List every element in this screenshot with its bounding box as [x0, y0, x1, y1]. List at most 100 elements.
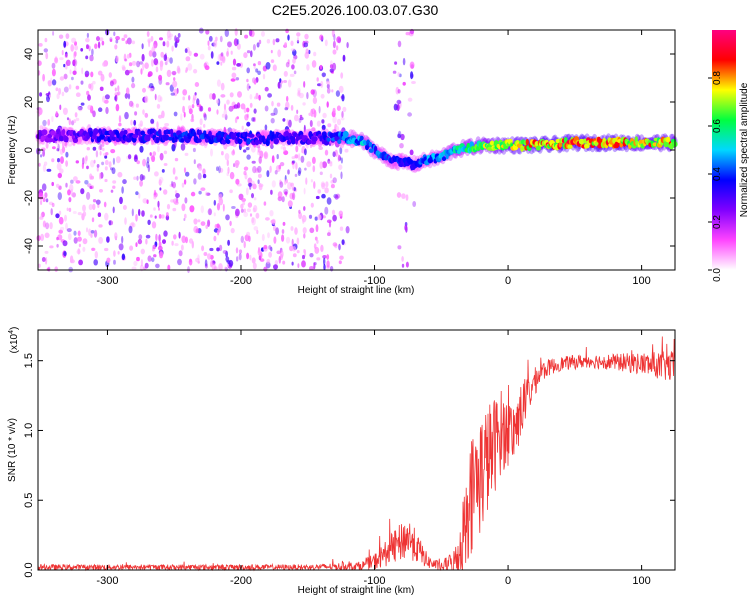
spectrogram-noise-cell	[39, 125, 44, 130]
spectrogram-noise-cell	[72, 211, 77, 214]
spectrogram-noise-cell	[162, 41, 166, 47]
spectrogram-noise-cell	[133, 155, 138, 162]
spectrogram-noise-cell	[341, 239, 345, 246]
spectrogram-noise-cell	[207, 45, 211, 51]
spectrogram-noise-cell	[213, 128, 218, 134]
spectrogram-noise-cell	[181, 182, 185, 188]
spectrogram-noise-cell	[321, 72, 326, 78]
spectrogram-noise-cell	[275, 227, 279, 235]
spectrogram-noise-cell	[42, 220, 47, 228]
spectrogram-noise-cell	[102, 95, 106, 103]
spectrogram-noise-cell	[326, 80, 331, 85]
spectrogram-noise-cell	[274, 170, 278, 175]
spectrogram-noise-cell	[199, 118, 203, 126]
spectrogram-noise-cell	[171, 70, 177, 76]
snr-x-tick-label: 0	[505, 575, 511, 587]
spectrogram-ridge-cell	[89, 130, 94, 138]
spectrogram-noise-cell	[45, 52, 49, 60]
spectrogram-noise-cell	[405, 31, 411, 36]
spectrogram-noise-cell	[193, 68, 198, 74]
spectrogram-noise-cell	[131, 40, 136, 45]
spectrogram-noise-cell	[97, 41, 101, 49]
spectrogram-noise-cell	[304, 167, 307, 171]
spectrogram-noise-cell	[283, 188, 289, 195]
spectrogram-noise-cell	[58, 229, 63, 234]
spectrogram-noise-cell	[194, 82, 200, 87]
spectrogram-noise-cell	[112, 157, 115, 165]
spectrogram-noise-cell	[318, 105, 321, 114]
spectrogram-noise-cell	[329, 64, 334, 69]
spectrogram-noise-cell	[110, 149, 116, 154]
spectrogram-noise-cell	[175, 37, 180, 43]
spectrogram-noise-cell	[80, 80, 84, 85]
colorbar-label: Normalized spectral amplitude	[739, 82, 750, 217]
spectrogram-noise-cell	[157, 200, 160, 208]
spectrogram-noise-cell	[90, 230, 95, 234]
spectrogram-noise-cell	[256, 229, 259, 235]
spectrogram-noise-cell	[276, 102, 281, 107]
spectrogram-noise-cell	[401, 263, 405, 268]
spectrogram-noise-cell	[226, 260, 231, 264]
spectrogram-noise-cell	[279, 78, 282, 83]
spectrogram-noise-cell	[126, 37, 132, 45]
snr-frame	[37, 329, 676, 571]
spectrogram-noise-cell	[72, 70, 77, 76]
spectrogram-noise-cell	[297, 170, 301, 177]
spectrogram-ridge-cell	[273, 138, 280, 145]
spectrogram-noise-cell	[204, 259, 208, 267]
spectrogram-noise-cell	[69, 69, 72, 75]
spectrogram-noise-cell	[313, 51, 317, 57]
spectrogram-noise-cell	[118, 243, 124, 251]
spectrogram-noise-cell	[101, 161, 105, 166]
spectrogram-noise-cell	[397, 245, 402, 250]
spectrogram-noise-cell	[139, 174, 144, 181]
spectrogram-noise-cell	[226, 51, 229, 57]
spectrogram-noise-cell	[336, 105, 341, 111]
spectrogram-noise-cell	[171, 240, 174, 246]
spectrogram-noise-cell	[155, 263, 160, 269]
spectrogram-noise-cell	[291, 160, 296, 164]
colorbar-tick-label: 0.8	[712, 71, 723, 85]
spectrogram-noise-cell	[246, 154, 251, 160]
spectrogram-noise-cell	[296, 32, 301, 37]
spectrogram-noise-cell	[40, 213, 43, 218]
spectrogram-noise-cell	[115, 156, 121, 164]
spectrogram-noise-cell	[158, 214, 162, 219]
spectrogram-noise-cell	[174, 157, 179, 162]
spectrogram-noise-cell	[269, 165, 272, 173]
spectrogram-noise-cell	[227, 239, 231, 246]
spectrogram-ridge	[35, 126, 678, 173]
spectrogram-noise-cell	[177, 125, 181, 132]
spectrogram-noise-cell	[211, 93, 216, 100]
spectrogram-noise-cell	[170, 199, 175, 203]
spectrogram-noise-cell	[412, 201, 417, 207]
spectrogram-noise-cell	[188, 50, 192, 56]
spectrogram-noise-cell	[326, 254, 330, 260]
spectrogram-noise-cell	[288, 119, 292, 128]
spectrogram-noise-cell	[47, 119, 51, 126]
spectrogram-noise-cell	[166, 69, 172, 78]
spectrogram-noise-cell	[173, 111, 178, 117]
spectrogram-noise-cell	[269, 210, 274, 217]
spectrogram-noise-cell	[300, 155, 305, 163]
spectrogram-noise-cell	[61, 91, 65, 97]
snr-y-ticks: 0.0 0.5 1.0 1.5	[23, 353, 675, 578]
spectrogram-noise-cell	[274, 260, 279, 266]
spectrogram-noise-cell	[68, 84, 72, 90]
colorbar-tick-label: 0.0	[712, 268, 723, 282]
spectrogram-noise-cell	[140, 68, 143, 75]
spectrogram-noise-cell	[102, 147, 105, 152]
spectrogram-noise-cell	[210, 51, 214, 59]
spectrogram-noise-cell	[229, 189, 233, 194]
colorbar-tick-label: 0.4	[712, 167, 723, 181]
spectrogram-noise-cell	[98, 224, 103, 228]
spectrogram-noise-cell	[52, 146, 56, 150]
spectrogram-noise-cell	[56, 93, 60, 100]
spectrogram-noise-cell	[73, 119, 77, 124]
spectrogram-noise-cell	[271, 180, 276, 188]
spectrogram-noise-cell	[308, 112, 312, 117]
spectrogram-noise-cell	[321, 119, 325, 124]
spectrogram-noise-cell	[180, 113, 183, 121]
spectrogram-noise-cell	[272, 64, 277, 72]
spectrogram-noise-cell	[251, 257, 256, 264]
